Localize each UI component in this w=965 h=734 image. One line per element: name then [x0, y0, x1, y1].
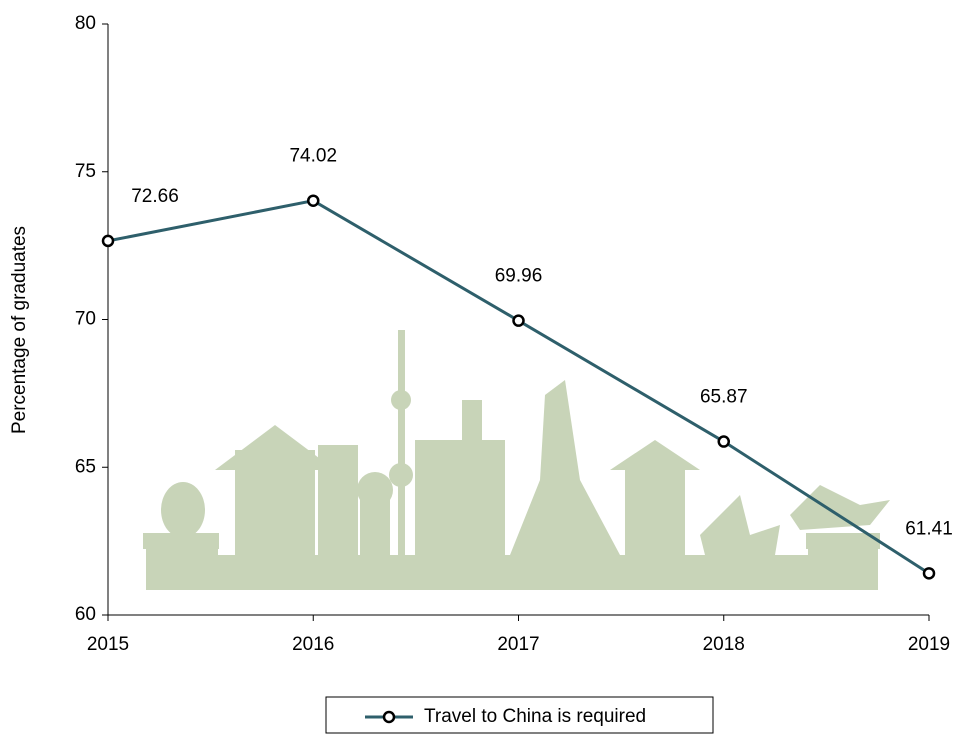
- x-tick-label: 2017: [497, 634, 539, 655]
- x-tick-label: 2016: [292, 634, 334, 655]
- data-label: 74.02: [289, 146, 337, 167]
- data-point: [717, 435, 730, 448]
- x-tick-label: 2015: [87, 634, 129, 655]
- y-tick-label: 60: [75, 604, 96, 625]
- x-tick-label: 2019: [908, 634, 950, 655]
- data-label: 65.87: [700, 387, 748, 408]
- y-tick-label: 80: [75, 13, 96, 34]
- legend-marker: [382, 710, 396, 724]
- data-label: 61.41: [905, 518, 953, 539]
- data-label: 69.96: [495, 266, 543, 287]
- data-point: [512, 314, 525, 327]
- skyline-decoration: [143, 330, 890, 590]
- legend-box: [325, 696, 714, 734]
- x-tick-label: 2018: [703, 634, 745, 655]
- data-point: [101, 234, 115, 248]
- data-label: 72.66: [131, 186, 179, 207]
- legend-label: Travel to China is required: [424, 706, 646, 727]
- y-axis-title: Percentage of graduates: [9, 226, 30, 434]
- y-tick-label: 75: [75, 161, 96, 182]
- y-tick-label: 70: [75, 309, 96, 330]
- y-tick-label: 65: [75, 456, 96, 477]
- data-point: [922, 567, 936, 580]
- data-point: [307, 194, 320, 207]
